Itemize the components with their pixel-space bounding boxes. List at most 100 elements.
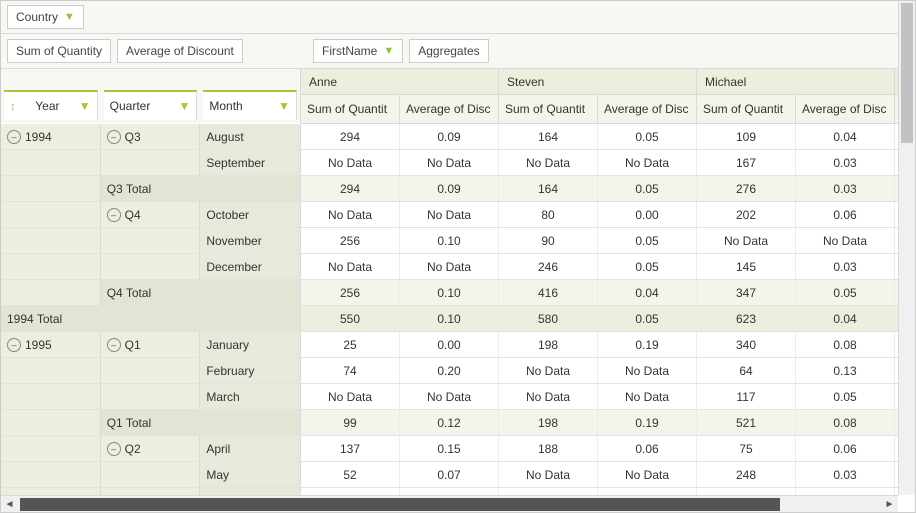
data-cell: 340 — [697, 332, 796, 357]
scroll-right-icon[interactable]: ► — [881, 496, 898, 513]
data-cell: 623 — [697, 306, 796, 331]
month-header[interactable]: Month ▼ — [203, 90, 297, 120]
table-row: Q4 Total2560.104160.043470.05 — [1, 280, 898, 306]
firstname-chip[interactable]: FirstName ▼ — [313, 39, 403, 63]
row-headers: September — [1, 150, 301, 175]
year-header[interactable]: ↕ Year ▼ — [4, 90, 98, 120]
mcell[interactable]: Sum of Quantit — [697, 95, 796, 123]
quarter-cell — [101, 358, 201, 383]
data-cell: 248 — [697, 462, 796, 487]
data-cell: 90 — [499, 228, 598, 253]
data-cell: 0.05 — [598, 228, 697, 253]
column-dim-block: Anne Steven Michael Sum of Quantit Avera… — [301, 69, 898, 124]
chip-label: Average of Discount — [126, 44, 234, 58]
funnel-icon: ▼ — [79, 99, 91, 113]
data-cell: 0.19 — [598, 410, 697, 435]
quarter-total-label: Q1 Total — [101, 410, 300, 435]
data-cell: 80 — [499, 202, 598, 227]
row-headers: –Q2April — [1, 436, 301, 461]
data-cell: 0.00 — [400, 332, 499, 357]
data-cell: No Data — [499, 358, 598, 383]
data-cell: 64 — [697, 358, 796, 383]
scrollbar-thumb[interactable] — [901, 3, 913, 143]
mcell[interactable]: Average of Disc — [400, 95, 499, 123]
data-cell: 0.08 — [796, 410, 895, 435]
quarter-cell — [101, 488, 201, 495]
col-steven[interactable]: Steven — [499, 69, 697, 94]
data-cell: 0.20 — [400, 358, 499, 383]
scrollbar-track[interactable] — [18, 496, 881, 513]
data-cell: 0.13 — [796, 358, 895, 383]
table-row: June80.002470.08640.03 — [1, 488, 898, 495]
row-headers: May — [1, 462, 301, 487]
quarter-cell[interactable]: –Q1 — [101, 332, 201, 357]
data-cells: 520.07No DataNo Data2480.03 — [301, 462, 898, 487]
collapse-icon[interactable]: – — [7, 338, 21, 352]
month-cell: September — [200, 150, 300, 175]
table-row: –1995–Q1January250.001980.193400.08 — [1, 332, 898, 358]
avg-discount-chip[interactable]: Average of Discount — [117, 39, 243, 63]
year-cell — [1, 462, 101, 487]
collapse-icon[interactable]: – — [107, 130, 121, 144]
data-cell: 52 — [301, 462, 400, 487]
mcell[interactable]: Sum of Quantit — [301, 95, 400, 123]
data-cell: 0.03 — [796, 462, 895, 487]
data-cells: 1370.151880.06750.06 — [301, 436, 898, 461]
year-cell[interactable]: –1994 — [1, 124, 101, 149]
data-cell: 145 — [697, 254, 796, 279]
filter-area: Country ▼ — [1, 1, 898, 34]
row-headers: –Q4October — [1, 202, 301, 227]
mcell[interactable]: Average of Disc — [796, 95, 895, 123]
quarter-cell — [101, 254, 201, 279]
table-row: May520.07No DataNo Data2480.03 — [1, 462, 898, 488]
funnel-icon: ▼ — [64, 11, 75, 23]
quarter-cell — [101, 384, 201, 409]
collapse-icon[interactable]: – — [107, 442, 121, 456]
chip-label: FirstName — [322, 44, 377, 58]
quarter-cell[interactable]: –Q2 — [101, 436, 201, 461]
data-cell: 0.08 — [796, 332, 895, 357]
row-headers: –1995–Q1January — [1, 332, 301, 357]
sum-quantity-chip[interactable]: Sum of Quantity — [7, 39, 111, 63]
mcell[interactable]: Average of Disc — [598, 95, 697, 123]
quarter-header[interactable]: Quarter ▼ — [104, 90, 198, 120]
mcell[interactable]: Sum of Quantit — [499, 95, 598, 123]
year-cell[interactable]: –1995 — [1, 332, 101, 357]
col-michael[interactable]: Michael — [697, 69, 895, 94]
quarter-cell[interactable]: –Q4 — [101, 202, 201, 227]
data-cell: 164 — [499, 176, 598, 201]
data-cell: No Data — [301, 150, 400, 175]
data-cell: No Data — [499, 384, 598, 409]
data-cell: No Data — [400, 254, 499, 279]
aggregates-chip[interactable]: Aggregates — [409, 39, 488, 63]
col-anne[interactable]: Anne — [301, 69, 499, 94]
data-cell: No Data — [499, 462, 598, 487]
dim-label: Quarter — [110, 99, 151, 113]
collapse-icon[interactable]: – — [7, 130, 21, 144]
data-cell: 0.03 — [796, 176, 895, 201]
data-cell: 0.05 — [796, 280, 895, 305]
data-cell: 64 — [697, 488, 796, 495]
data-cell: 0.04 — [598, 280, 697, 305]
collapse-icon[interactable]: – — [107, 338, 121, 352]
data-cell: 294 — [301, 176, 400, 201]
scrollbar-thumb[interactable] — [20, 498, 780, 511]
collapse-icon[interactable]: – — [107, 208, 121, 222]
country-filter-chip[interactable]: Country ▼ — [7, 5, 84, 29]
data-cells: 2940.091640.051090.04 — [301, 124, 898, 149]
table-row: 1994 Total5500.105800.056230.04 — [1, 306, 898, 332]
data-cell: No Data — [400, 202, 499, 227]
month-cell: August — [200, 124, 300, 149]
vertical-scrollbar[interactable] — [898, 1, 915, 495]
data-cell: 276 — [697, 176, 796, 201]
data-cell: 8 — [301, 488, 400, 495]
scroll-left-icon[interactable]: ◄ — [1, 496, 18, 513]
horizontal-scrollbar[interactable]: ◄ ► — [1, 495, 898, 512]
chip-label: Sum of Quantity — [16, 44, 102, 58]
data-cell: 247 — [499, 488, 598, 495]
data-cell: 0.10 — [400, 228, 499, 253]
row-headers: December — [1, 254, 301, 279]
quarter-cell[interactable]: –Q3 — [101, 124, 201, 149]
row-headers: Q1 Total — [1, 410, 301, 435]
data-cell: 109 — [697, 124, 796, 149]
